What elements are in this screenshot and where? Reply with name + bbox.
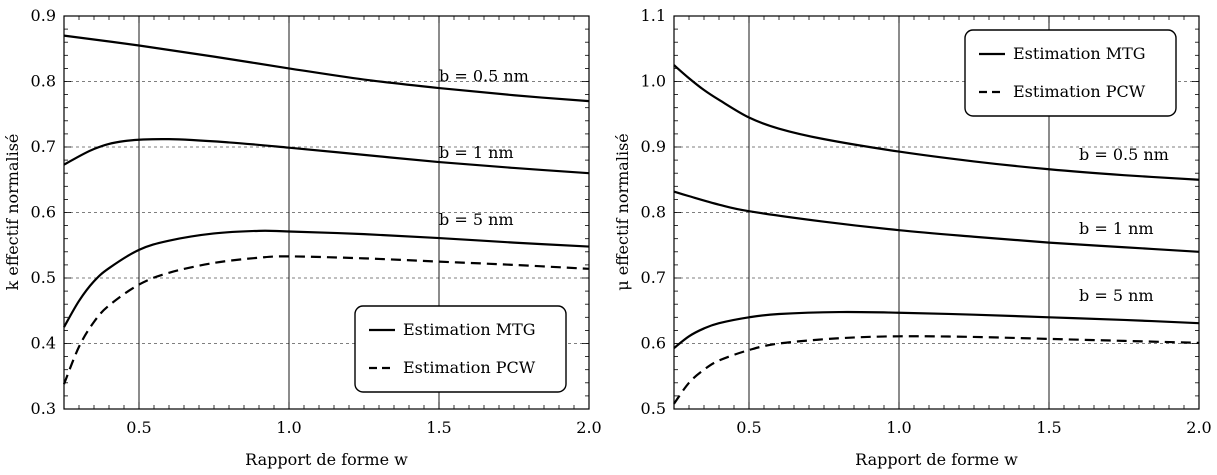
- legend: Estimation MTG Estimation PCW: [964, 29, 1177, 117]
- plot-frame: [63, 15, 590, 410]
- legend-box: [354, 305, 567, 393]
- curve-label: b = 5 nm: [439, 210, 514, 229]
- y-tick-label: 0.9: [641, 137, 666, 156]
- y-tick-label: 0.6: [31, 203, 56, 222]
- series-line-3: [673, 310, 1200, 349]
- curve-label: b = 1 nm: [439, 143, 514, 162]
- y-axis-label: k effectif normalisé: [3, 134, 22, 291]
- series-line-4: [62, 255, 590, 385]
- legend-label-1: Estimation MTG: [1013, 44, 1146, 63]
- y-tick-label: 0.4: [31, 334, 56, 353]
- y-tick-label: 0.3: [31, 399, 56, 418]
- y-tick-label: 0.8: [31, 72, 56, 91]
- x-tick-label: 0.5: [126, 418, 151, 437]
- legend-label-2: Estimation PCW: [1013, 82, 1146, 101]
- chart-panel-1: b = 0.5 nm b = 1 nm b = 5 nm 0.5 1.0 1.5 2.0 0.…: [3, 6, 602, 469]
- legend-label-1: Estimation MTG: [403, 320, 536, 339]
- series-line-2: [673, 190, 1200, 253]
- series-line-4: [673, 335, 1200, 405]
- y-axis-label: μ effectif normalisé: [613, 133, 632, 291]
- y-tick-label: 0.5: [641, 399, 666, 418]
- x-axis-label: Rapport de forme w: [855, 450, 1018, 469]
- chart-panel-2: b = 0.5 nm b = 1 nm b = 5 nm 0.5 1.0 1.5 2.0 0.…: [613, 6, 1212, 469]
- x-tick-label: 1.5: [1036, 418, 1061, 437]
- legend: Estimation MTG Estimation PCW: [354, 305, 567, 393]
- legend-box: [964, 29, 1177, 117]
- x-axis-label: Rapport de forme w: [245, 450, 408, 469]
- y-tick-label: 0.5: [31, 268, 56, 287]
- legend-label-2: Estimation PCW: [403, 358, 536, 377]
- curve-label: b = 0.5 nm: [1079, 145, 1169, 164]
- y-tick-label: 0.7: [31, 137, 56, 156]
- x-tick-label: 0.5: [736, 418, 761, 437]
- curve-label: b = 1 nm: [1079, 219, 1154, 238]
- y-tick-label: 1.1: [641, 6, 666, 25]
- series-line-1: [63, 34, 590, 103]
- series-line-1: [673, 64, 1200, 181]
- curve-label: b = 5 nm: [1079, 286, 1154, 305]
- series-line-2: [63, 137, 590, 175]
- x-tick-label: 1.5: [426, 418, 451, 437]
- y-tick-label: 1.0: [641, 72, 666, 91]
- x-tick-label: 2.0: [576, 418, 601, 437]
- x-tick-label: 2.0: [1186, 418, 1211, 437]
- y-tick-label: 0.8: [641, 203, 666, 222]
- x-tick-label: 1.0: [276, 418, 301, 437]
- y-tick-label: 0.9: [31, 6, 56, 25]
- series-line-3: [63, 229, 590, 328]
- curve-label: b = 0.5 nm: [439, 67, 529, 86]
- plot-frame: [673, 15, 1200, 410]
- y-tick-label: 0.7: [641, 268, 666, 287]
- y-tick-label: 0.6: [641, 334, 666, 353]
- x-tick-label: 1.0: [886, 418, 911, 437]
